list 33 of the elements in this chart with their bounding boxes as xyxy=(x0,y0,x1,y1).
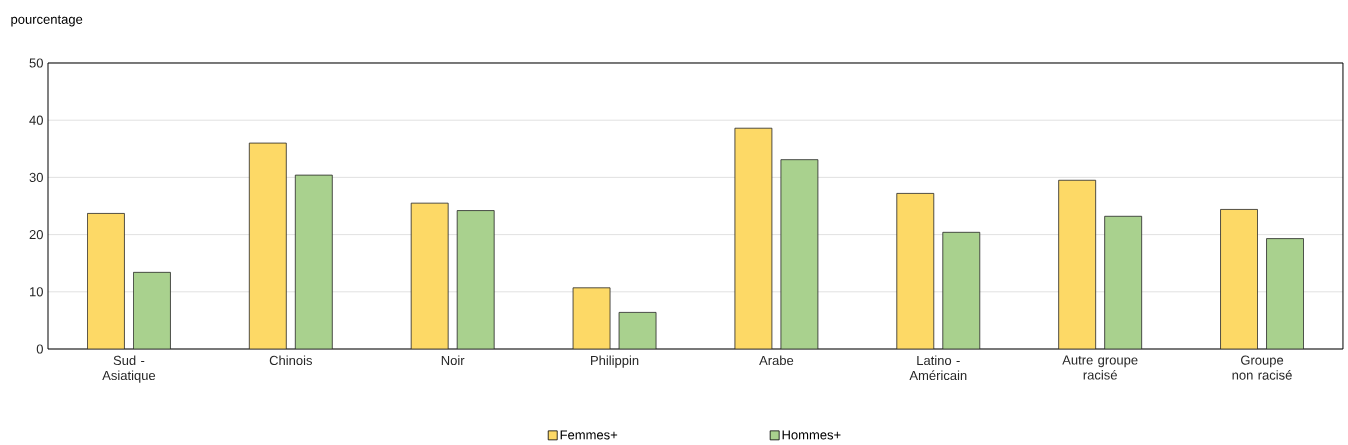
y-tick-label: 30 xyxy=(29,172,43,182)
y-tick-label: 0 xyxy=(36,344,43,354)
x-tick-label: Philippin xyxy=(591,355,639,368)
y-tick-label: 10 xyxy=(29,287,43,297)
x-tick-label: Latino - Américain xyxy=(909,355,967,381)
x-tick-label: Sud - Asiatique xyxy=(102,355,156,383)
bar xyxy=(942,231,981,349)
bar xyxy=(896,193,935,349)
bar xyxy=(248,142,287,349)
bar xyxy=(734,127,773,349)
bar xyxy=(456,210,495,349)
x-tick-label: Autre groupe racisé xyxy=(1062,355,1138,380)
bar xyxy=(618,311,657,349)
bar xyxy=(410,202,449,349)
bar xyxy=(1104,215,1143,349)
bar xyxy=(1058,179,1097,349)
y-tick-label: 50 xyxy=(29,58,43,68)
legend-label: Femmes+ xyxy=(560,430,618,440)
bar xyxy=(294,174,333,349)
x-tick-label: Arabe xyxy=(759,355,794,366)
y-axis-title: pourcentage xyxy=(11,15,83,27)
x-tick-label: Noir xyxy=(441,355,465,366)
bar xyxy=(780,159,819,349)
y-tick-label: 40 xyxy=(29,115,43,125)
bar xyxy=(1220,209,1258,349)
x-tick-label: Chinois xyxy=(269,355,312,366)
bar xyxy=(1266,238,1304,349)
y-tick-label: 20 xyxy=(29,230,43,240)
bar xyxy=(87,213,125,349)
x-tick-label: Groupe non racisé xyxy=(1232,355,1292,380)
bar xyxy=(572,287,611,349)
legend-label: Hommes+ xyxy=(782,430,841,440)
bar xyxy=(133,271,171,349)
